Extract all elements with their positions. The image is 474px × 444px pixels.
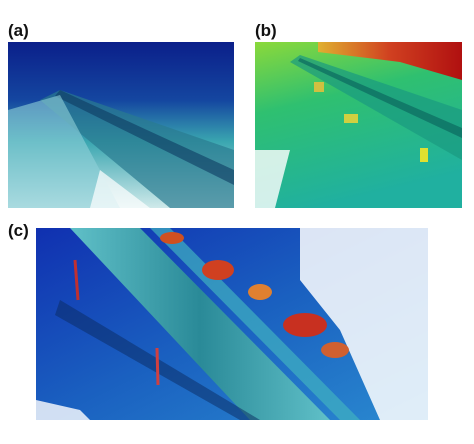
- panel-c-image: [36, 228, 428, 420]
- panel-label: (b): [255, 21, 277, 40]
- panel-label: (a): [8, 21, 29, 40]
- panel-b-image: [255, 42, 462, 208]
- panel-a-image: [8, 42, 234, 208]
- panel-label: (c): [8, 221, 29, 240]
